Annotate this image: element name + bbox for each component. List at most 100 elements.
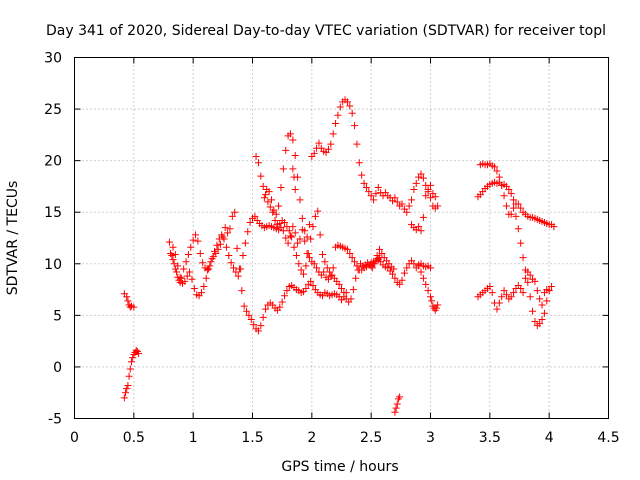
data-point bbox=[405, 202, 413, 210]
data-point bbox=[391, 408, 399, 416]
data-point bbox=[252, 153, 260, 161]
data-point bbox=[396, 280, 404, 288]
data-point bbox=[348, 109, 356, 117]
data-point bbox=[514, 200, 522, 208]
data-point bbox=[327, 140, 335, 148]
data-point bbox=[289, 165, 297, 173]
series-arc-7 bbox=[289, 165, 383, 270]
x-tick-label: 3.5 bbox=[479, 430, 501, 446]
y-tick-label: 20 bbox=[44, 154, 62, 170]
data-point bbox=[419, 213, 427, 221]
data-point bbox=[266, 203, 274, 211]
data-point bbox=[303, 233, 311, 241]
data-point bbox=[498, 293, 506, 301]
data-point bbox=[241, 239, 249, 247]
data-point bbox=[505, 186, 513, 194]
data-point bbox=[292, 252, 300, 260]
data-point bbox=[538, 301, 546, 309]
data-point bbox=[165, 238, 173, 246]
data-points bbox=[120, 96, 558, 416]
data-point bbox=[245, 311, 253, 319]
data-point bbox=[507, 210, 515, 218]
data-point bbox=[419, 274, 427, 282]
x-tick-label: 1 bbox=[189, 430, 198, 446]
data-point bbox=[305, 221, 313, 229]
data-point bbox=[415, 261, 423, 269]
data-point bbox=[392, 404, 400, 412]
series-arc-5 bbox=[252, 153, 398, 306]
data-point bbox=[533, 287, 541, 295]
data-point bbox=[219, 233, 227, 241]
data-point bbox=[390, 265, 398, 273]
data-point bbox=[259, 313, 267, 321]
data-point bbox=[282, 234, 290, 242]
data-point bbox=[400, 269, 408, 277]
data-point bbox=[519, 289, 527, 297]
data-point bbox=[349, 286, 357, 294]
data-point bbox=[124, 381, 132, 389]
data-point bbox=[495, 299, 503, 307]
data-point bbox=[403, 264, 411, 272]
data-point bbox=[323, 264, 331, 272]
data-point bbox=[343, 245, 351, 253]
data-point bbox=[408, 196, 416, 204]
data-point bbox=[186, 268, 194, 276]
data-point bbox=[336, 103, 344, 111]
data-point bbox=[370, 260, 378, 268]
data-point bbox=[375, 245, 383, 253]
data-point bbox=[259, 182, 267, 190]
data-point bbox=[184, 251, 192, 259]
data-point bbox=[431, 193, 439, 201]
data-point bbox=[183, 272, 191, 280]
data-point bbox=[265, 188, 273, 196]
series-arc-11 bbox=[474, 178, 558, 231]
data-point bbox=[510, 204, 518, 212]
data-point bbox=[517, 239, 525, 247]
data-point bbox=[283, 287, 291, 295]
data-point bbox=[321, 258, 329, 266]
data-point bbox=[521, 274, 529, 282]
data-point bbox=[123, 385, 131, 393]
data-point bbox=[365, 188, 373, 196]
data-point bbox=[427, 181, 434, 189]
data-point bbox=[124, 297, 132, 305]
data-point bbox=[531, 318, 539, 326]
data-point bbox=[498, 181, 506, 189]
data-point bbox=[316, 231, 324, 239]
data-point bbox=[526, 293, 534, 301]
x-tick-label: 2.5 bbox=[360, 430, 382, 446]
data-point bbox=[329, 130, 337, 138]
data-point bbox=[493, 305, 501, 313]
data-point bbox=[224, 229, 232, 237]
data-point bbox=[495, 173, 503, 181]
data-point bbox=[222, 243, 230, 251]
data-point bbox=[417, 170, 425, 178]
data-point bbox=[214, 245, 222, 253]
data-point bbox=[334, 111, 342, 119]
data-point bbox=[228, 212, 236, 220]
data-point bbox=[519, 254, 527, 262]
data-point bbox=[235, 265, 243, 273]
data-point bbox=[550, 223, 558, 231]
data-point bbox=[212, 249, 220, 257]
y-tick-label: -5 bbox=[48, 412, 62, 428]
data-point bbox=[127, 358, 135, 366]
data-point bbox=[338, 285, 345, 293]
data-point bbox=[288, 233, 296, 241]
data-point bbox=[351, 258, 359, 266]
data-point bbox=[275, 202, 283, 210]
data-point bbox=[177, 274, 185, 282]
data-point bbox=[225, 252, 233, 260]
y-tick-labels: -5 0 5 10 15 20 25 30 bbox=[44, 51, 62, 428]
data-point bbox=[314, 207, 322, 215]
data-point bbox=[226, 225, 234, 233]
data-point bbox=[286, 130, 294, 138]
data-point bbox=[403, 208, 411, 216]
data-point bbox=[170, 260, 178, 268]
data-point bbox=[176, 273, 184, 281]
data-point bbox=[194, 237, 202, 245]
chart-title: Day 341 of 2020, Sidereal Day-to-day VTE… bbox=[46, 23, 606, 39]
data-point bbox=[302, 262, 310, 270]
data-point bbox=[294, 239, 302, 247]
